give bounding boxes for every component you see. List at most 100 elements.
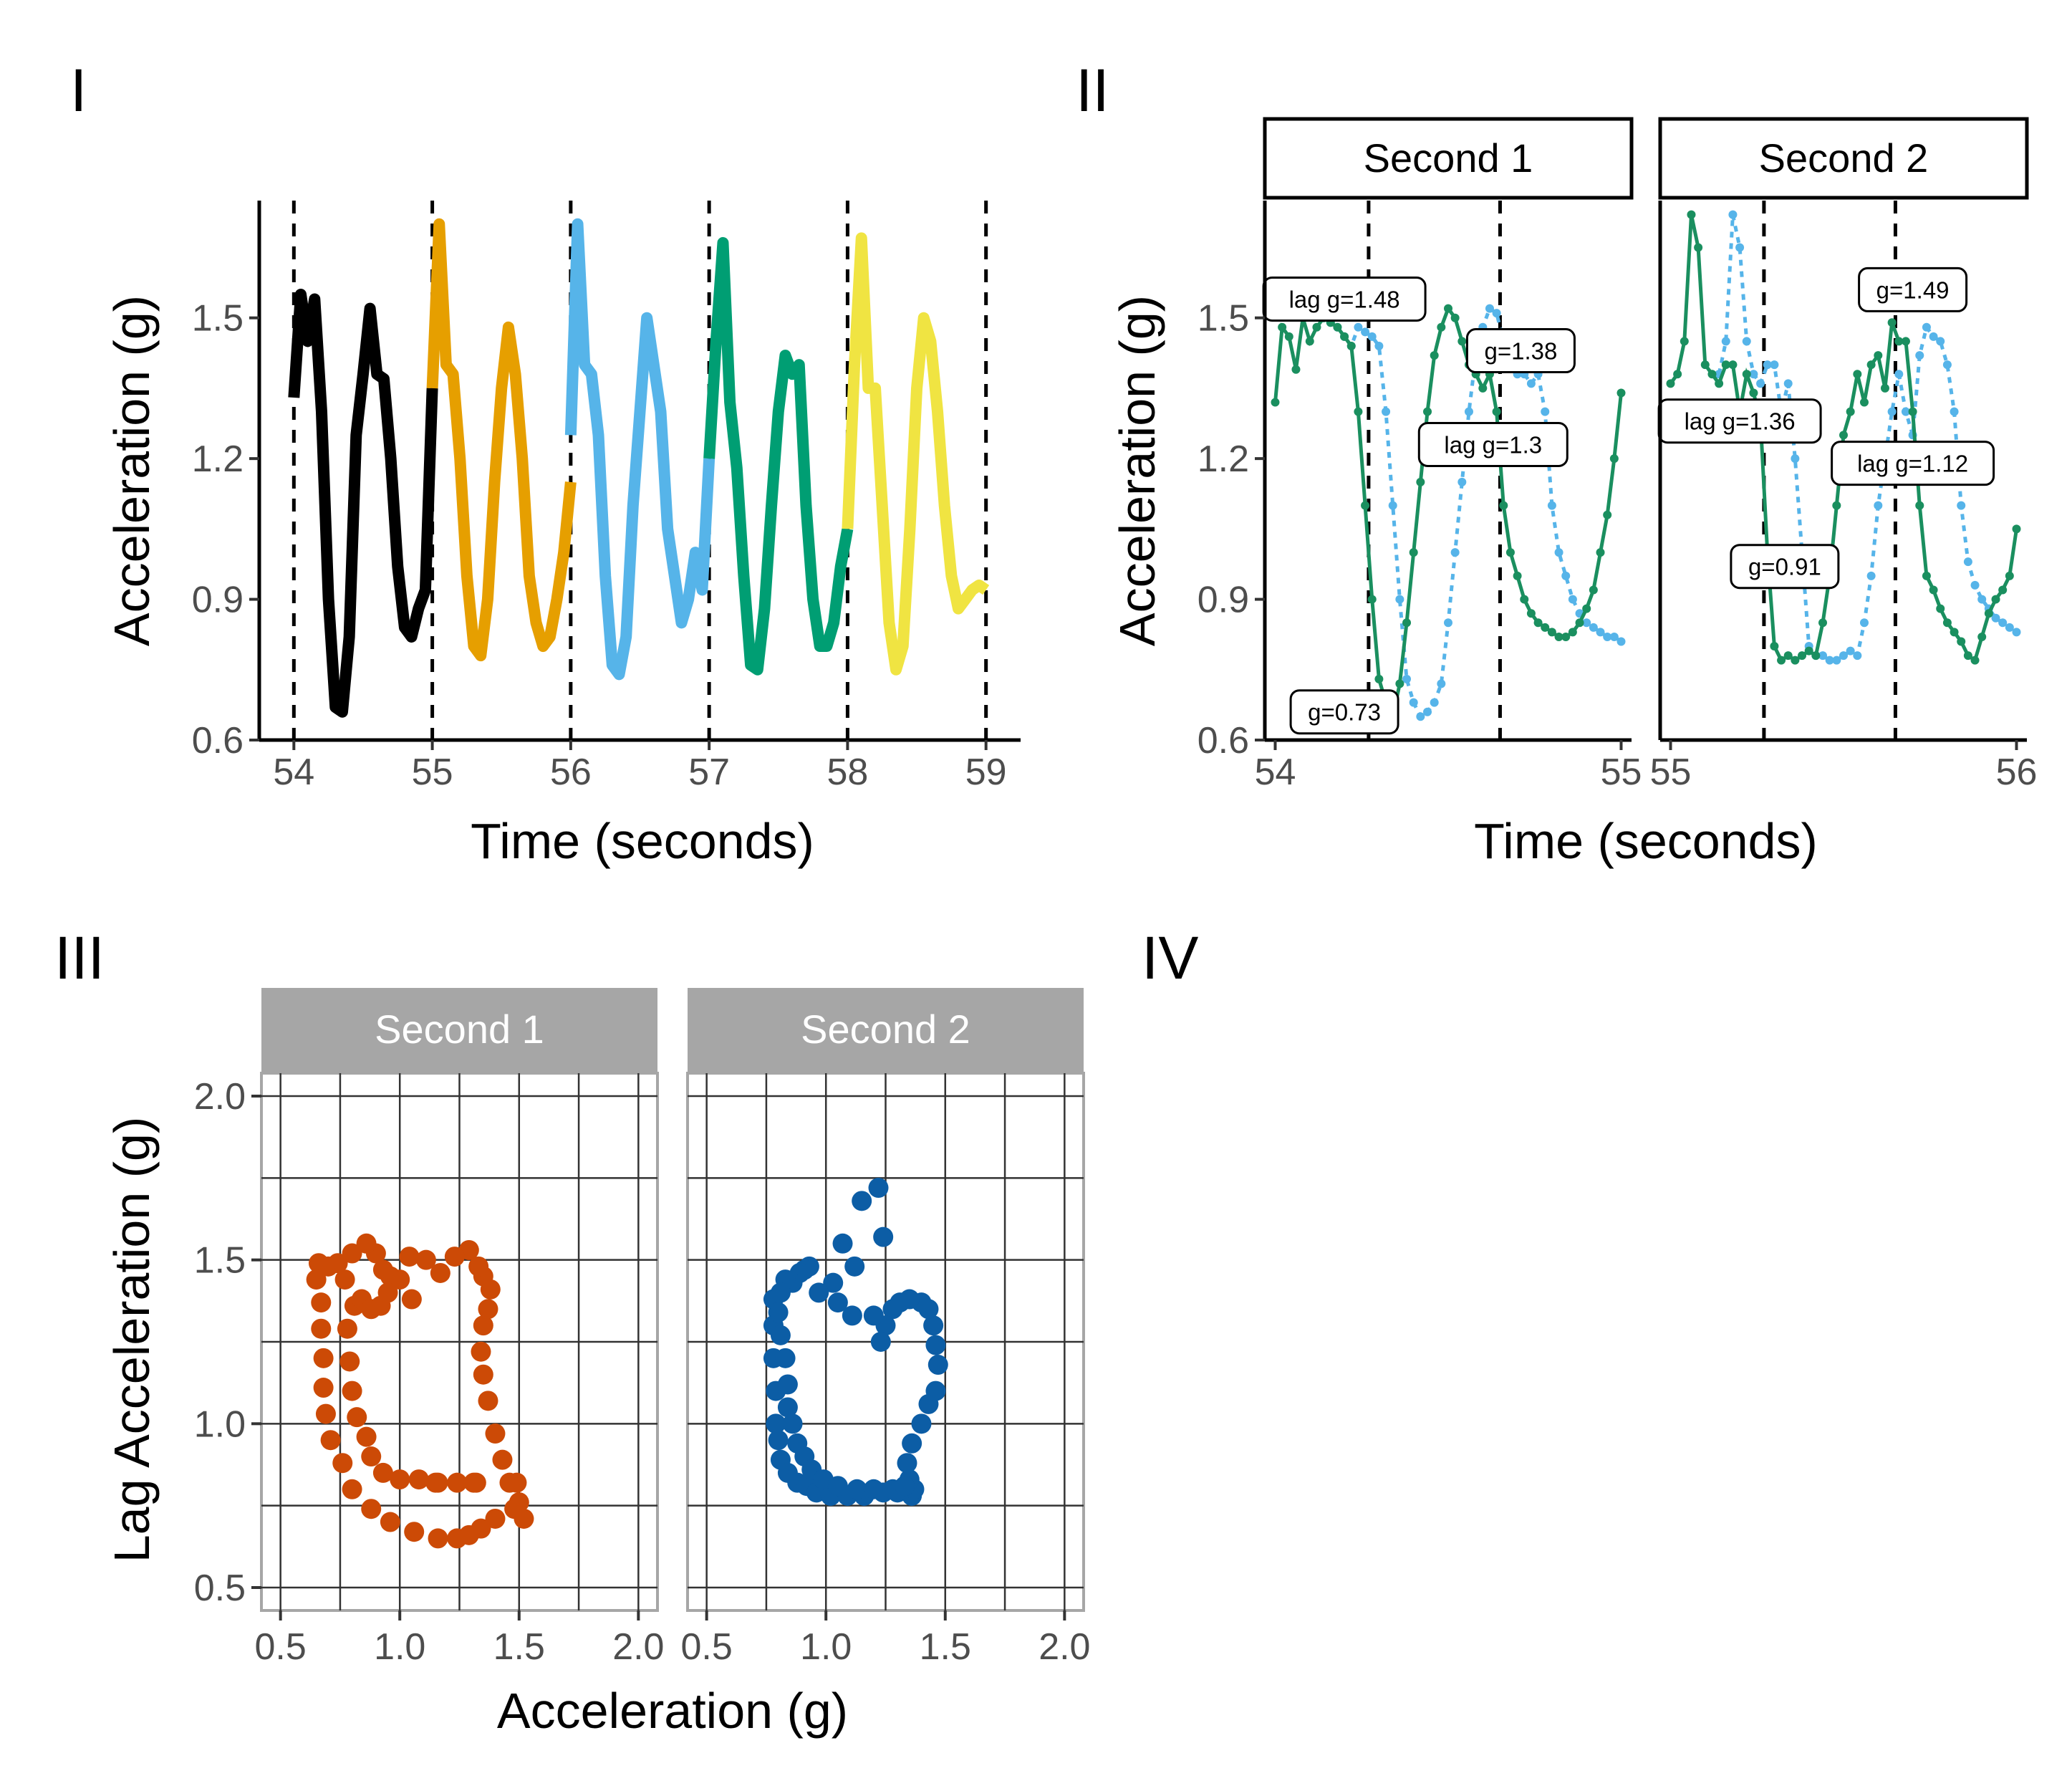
scatter-point	[347, 1407, 367, 1428]
value-label: lag g=1.36	[1685, 408, 1796, 435]
y-tick-label: 0.6	[192, 720, 244, 762]
acceleration-point	[1561, 632, 1571, 641]
scatter-point	[777, 1397, 798, 1418]
scatter-point	[415, 1249, 436, 1270]
x-tick-label: 1.5	[493, 1626, 545, 1668]
lag-point	[1430, 698, 1439, 707]
lag-point	[1783, 379, 1793, 388]
acceleration-point	[1402, 618, 1412, 628]
acceleration-point	[1998, 585, 2008, 595]
scatter-point	[401, 1289, 422, 1310]
lag-point	[1874, 501, 1883, 510]
acceleration-point	[1526, 609, 1536, 618]
x-axis-title: Time (seconds)	[1474, 813, 1818, 869]
acceleration-point	[1666, 379, 1675, 388]
lag-point	[1942, 360, 1952, 370]
value-label-box	[1858, 267, 1968, 312]
panel-label-1: I	[70, 57, 87, 124]
panel-label-2: II	[1076, 57, 1109, 124]
scatter-point	[342, 1479, 362, 1499]
scatter-point	[809, 1282, 829, 1303]
value-label-box	[1465, 328, 1576, 374]
scatter-point	[468, 1256, 489, 1277]
lag-point	[1866, 571, 1876, 580]
acceleration-point	[1880, 383, 1889, 393]
acceleration-point	[1395, 679, 1404, 688]
scatter-point	[775, 1348, 796, 1368]
acceleration-point	[1520, 595, 1529, 604]
acceleration-point	[1984, 609, 1993, 618]
scatter-point	[311, 1292, 332, 1313]
acceleration-point	[1832, 501, 1841, 510]
facet-strip-label: Second 1	[1364, 135, 1533, 181]
acceleration-point	[1901, 337, 1910, 346]
lag-point	[1818, 651, 1828, 661]
scatter-point	[485, 1508, 506, 1529]
acceleration-point	[1437, 322, 1446, 332]
lag-point	[2005, 623, 2014, 632]
scatter-point	[408, 1469, 429, 1490]
lag-point	[1423, 707, 1432, 716]
lag-point	[1963, 557, 1972, 567]
x-tick-label: 1.0	[374, 1626, 425, 1668]
lag-point	[1998, 618, 2008, 628]
scatter-point	[361, 1499, 382, 1519]
acceleration-point	[1908, 407, 1917, 416]
lag-point	[1929, 332, 1938, 341]
scatter-point	[444, 1247, 465, 1267]
scatter-point	[870, 1332, 891, 1352]
scatter-point	[777, 1374, 798, 1395]
acceleration-point	[1874, 351, 1883, 360]
acceleration-point	[1742, 370, 1751, 379]
acceleration-point	[1859, 398, 1869, 407]
acceleration-point	[1589, 585, 1598, 595]
acceleration-point	[1554, 632, 1563, 641]
lag-point	[1616, 637, 1626, 646]
acceleration-point	[1791, 656, 1800, 665]
scatter-point	[318, 1256, 339, 1277]
acceleration-point	[1749, 388, 1758, 398]
x-tick-label: 0.5	[681, 1626, 733, 1668]
lag-series-line	[1717, 214, 2018, 663]
scatter-point	[768, 1430, 789, 1451]
scatter-point	[897, 1453, 917, 1474]
y-axis-title: Acceleration (g)	[104, 295, 160, 646]
series-line-5	[842, 232, 990, 676]
x-tick-label: 1.5	[920, 1626, 971, 1668]
lag-point	[1582, 618, 1591, 628]
acceleration-point	[1866, 360, 1876, 370]
x-tick-label: 55	[1601, 752, 1642, 793]
facet-2: Second 2 g=1.49 lag g=1.36 lag g=1.12 g=0.91…	[1650, 117, 2037, 793]
acceleration-point	[1777, 656, 1786, 665]
lag-point	[1970, 580, 1980, 590]
x-tick-label: 58	[827, 752, 868, 793]
scatter-point	[844, 1256, 865, 1277]
facet-1: Second 1 lag g=1.48 g=1.38 lag g=1.3 g=0.73 5…	[1198, 117, 1642, 793]
acceleration-point	[1575, 618, 1584, 628]
acceleration-point	[1846, 407, 1855, 416]
acceleration-point	[1894, 337, 1904, 346]
scatter-point	[485, 1423, 506, 1444]
scatter-point	[492, 1449, 513, 1470]
lag-point	[1950, 407, 1959, 416]
lag-point	[1901, 407, 1910, 416]
scatter-point	[313, 1378, 334, 1398]
scatter-point	[463, 1472, 484, 1493]
facet-strip-label: Second 2	[1759, 135, 1929, 181]
facet-strip-label: Second 2	[801, 1007, 970, 1052]
facet-strip	[688, 988, 1084, 1072]
series-line-4	[703, 236, 854, 676]
scatter-point	[356, 1426, 377, 1447]
lag-point	[1763, 360, 1772, 370]
acceleration-point	[2012, 524, 2021, 534]
acceleration-point	[1818, 618, 1828, 628]
scatter-point	[372, 1259, 393, 1280]
lag-point	[1402, 674, 1412, 683]
scatter-point	[428, 1528, 448, 1549]
lag-point	[1846, 646, 1855, 656]
scatter-point	[313, 1348, 334, 1368]
acceleration-point	[1367, 595, 1377, 604]
acceleration-point	[1505, 548, 1515, 557]
lag-point	[1894, 370, 1904, 379]
y-tick-label: 0.9	[1198, 580, 1249, 621]
